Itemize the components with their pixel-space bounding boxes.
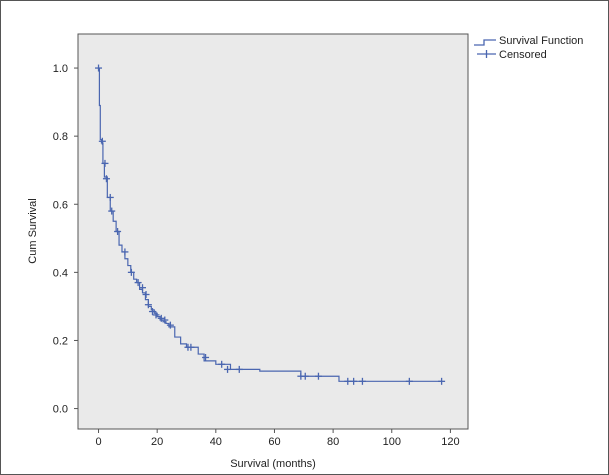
censored-marker (235, 365, 243, 373)
censored-marker (148, 308, 156, 316)
x-tick-label: 40 (210, 436, 222, 448)
censored-marker (144, 301, 152, 309)
legend-label-survival-function: Survival Function (499, 35, 583, 47)
censored-marker (438, 377, 446, 385)
censored-marker (108, 207, 116, 215)
y-tick-label: 0.4 (53, 267, 68, 279)
censored-marker (139, 284, 147, 292)
censored-marker (127, 268, 135, 276)
plot-area (77, 33, 469, 430)
censored-marker (301, 372, 309, 380)
censored-marker (152, 311, 160, 319)
censored-marker (314, 372, 322, 380)
censored-marker (157, 314, 165, 322)
censored-marker (405, 377, 413, 385)
x-axis-title: Survival (months) (230, 458, 316, 470)
censored-marker (121, 248, 129, 256)
y-tick-label: 0.0 (53, 404, 68, 416)
censored-marker (161, 316, 169, 324)
legend: Survival Function Censored (474, 35, 583, 61)
series-layer (95, 64, 446, 385)
censored-marker (224, 365, 232, 373)
legend-label-censored: Censored (499, 49, 547, 61)
y-tick-label: 0.6 (53, 199, 68, 211)
censored-marker (134, 279, 142, 287)
x-tick-label: 0 (95, 436, 101, 448)
censored-marker (106, 193, 114, 201)
censored-marker (350, 377, 358, 385)
censored-marker (202, 353, 210, 361)
censored-marker (102, 175, 110, 183)
x-tick-label: 60 (268, 436, 280, 448)
legend-item-censored: Censored (477, 49, 547, 61)
x-tick-label: 80 (327, 436, 339, 448)
censored-marker (166, 321, 174, 329)
censored-marker (358, 377, 366, 385)
y-tick-label: 0.8 (53, 131, 68, 143)
x-tick-label: 20 (151, 436, 163, 448)
censored-marker (142, 290, 150, 298)
censored-marker (187, 343, 195, 351)
legend-item-survival-function: Survival Function (474, 35, 583, 47)
censored-marker (344, 377, 352, 385)
censored-marker (218, 360, 226, 368)
censored-marker (114, 228, 122, 235)
y-axis: 0.0 0.2 0.4 0.6 0.8 1.0 (53, 63, 78, 416)
censored-marker (98, 137, 106, 145)
censored-marker (101, 159, 109, 167)
x-tick-label: 100 (383, 436, 401, 448)
x-tick-label: 120 (441, 436, 459, 448)
y-axis-title: Cum Survival (27, 198, 39, 263)
censored-marker (95, 64, 103, 72)
legend-step-icon (474, 39, 496, 46)
x-axis: 0 20 40 60 80 100 120 (95, 429, 460, 448)
y-tick-label: 1.0 (53, 63, 68, 75)
y-tick-label: 0.2 (53, 335, 68, 347)
